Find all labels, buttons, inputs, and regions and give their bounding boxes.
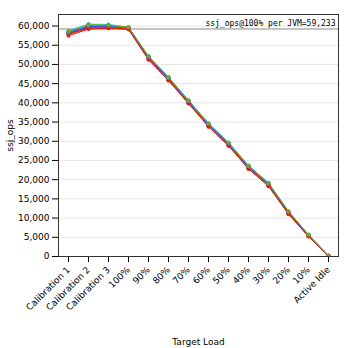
svg-text:100%: 100% bbox=[107, 264, 133, 290]
svg-text:50%: 50% bbox=[211, 264, 233, 286]
svg-text:40%: 40% bbox=[231, 264, 253, 286]
svg-text:Calibration 3: Calibration 3 bbox=[64, 265, 112, 313]
svg-text:30,000: 30,000 bbox=[18, 136, 50, 146]
svg-text:Active Idle: Active Idle bbox=[292, 264, 333, 305]
svg-text:10%: 10% bbox=[290, 264, 312, 286]
svg-text:50,000: 50,000 bbox=[18, 59, 50, 69]
svg-text:30%: 30% bbox=[251, 264, 273, 286]
svg-text:ssj_ops@100% per JVM=59,233: ssj_ops@100% per JVM=59,233 bbox=[205, 19, 335, 28]
svg-text:5,000: 5,000 bbox=[24, 232, 50, 242]
svg-text:20,000: 20,000 bbox=[18, 175, 50, 185]
svg-text:70%: 70% bbox=[171, 264, 193, 286]
svg-text:90%: 90% bbox=[131, 264, 153, 286]
svg-text:Target Load: Target Load bbox=[171, 337, 224, 347]
svg-text:80%: 80% bbox=[151, 264, 173, 286]
svg-text:Calibration 1: Calibration 1 bbox=[24, 264, 72, 313]
svg-text:25,000: 25,000 bbox=[18, 155, 50, 165]
svg-text:0: 0 bbox=[44, 251, 50, 261]
svg-text:45,000: 45,000 bbox=[18, 79, 50, 89]
svg-text:60,000: 60,000 bbox=[18, 21, 50, 31]
svg-text:15,000: 15,000 bbox=[18, 194, 50, 204]
svg-text:Calibration 2: Calibration 2 bbox=[44, 264, 92, 313]
svg-text:55,000: 55,000 bbox=[18, 40, 50, 50]
svg-text:35,000: 35,000 bbox=[18, 117, 50, 127]
svg-text:ssj_ops: ssj_ops bbox=[5, 119, 15, 152]
svg-text:10,000: 10,000 bbox=[18, 213, 50, 223]
svg-text:60%: 60% bbox=[191, 264, 213, 286]
svg-text:20%: 20% bbox=[271, 264, 293, 286]
svg-text:40,000: 40,000 bbox=[18, 98, 50, 108]
